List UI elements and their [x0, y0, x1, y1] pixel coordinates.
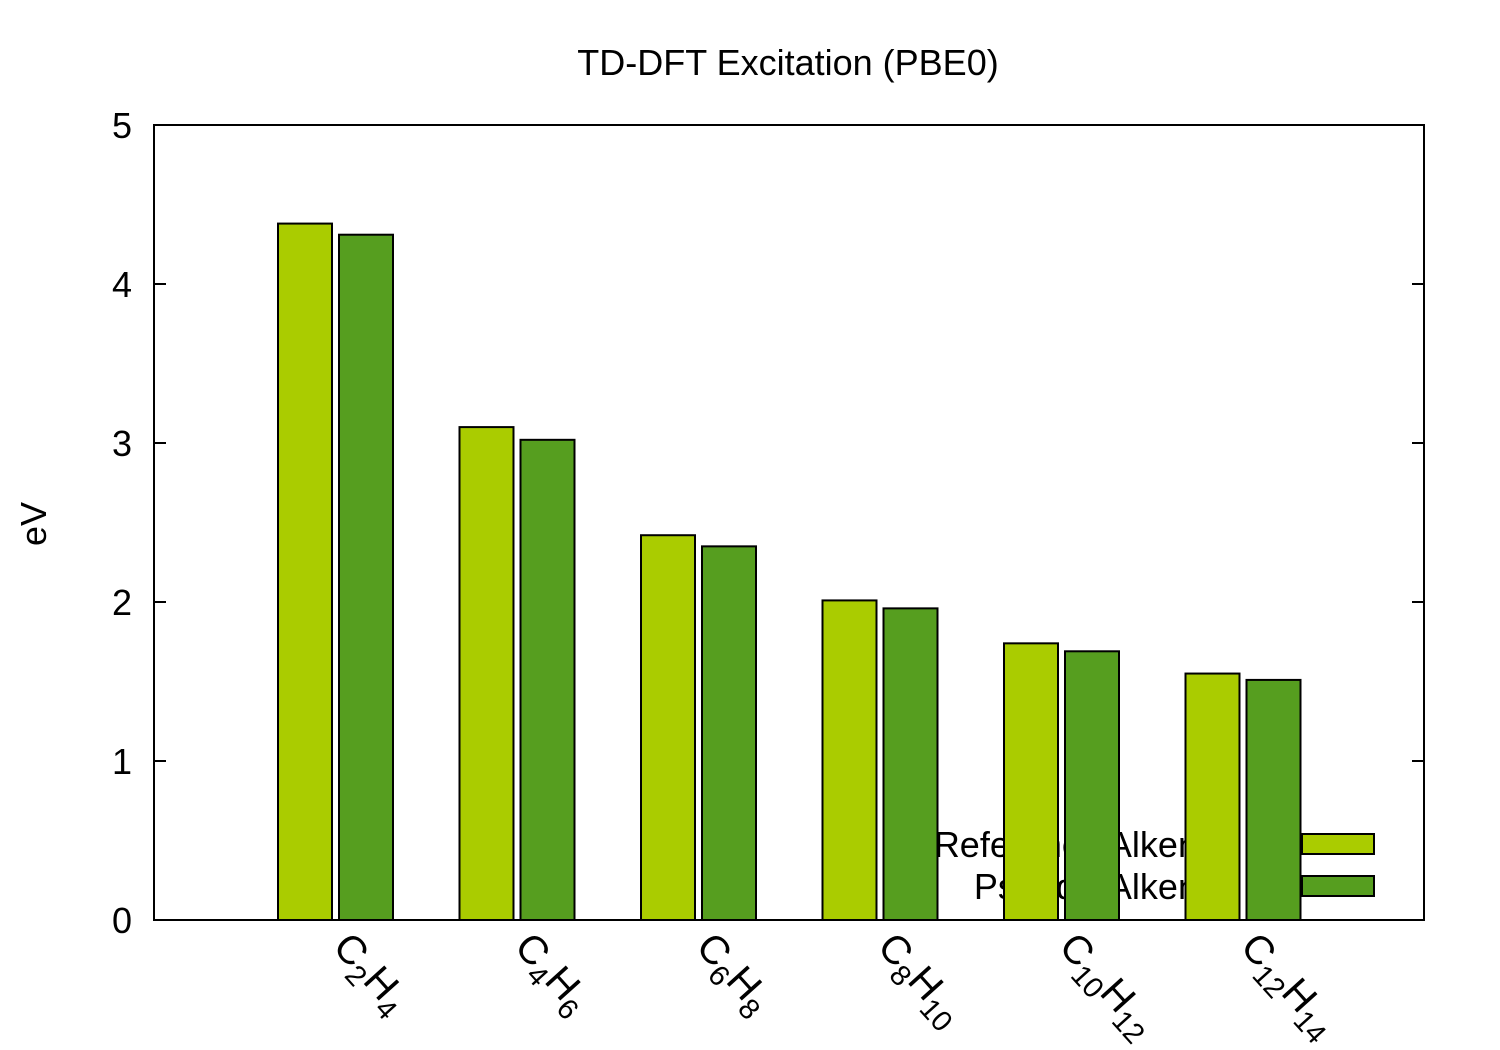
bar-pseudo	[882, 607, 939, 921]
bar-reference	[277, 222, 333, 921]
y-tick-label: 3	[112, 423, 132, 464]
bar-pseudo	[1064, 650, 1120, 921]
bar-pseudo	[1245, 678, 1302, 921]
x-tick-label: C6H8	[682, 925, 781, 1027]
bar-pseudo	[701, 545, 757, 921]
chart-title: TD-DFT Excitation (PBE0)	[577, 42, 998, 83]
y-tick-label: 4	[112, 264, 132, 305]
legend-swatch	[1301, 875, 1375, 897]
y-tick-label: 2	[112, 582, 132, 623]
x-tick-label: C12H14	[1226, 925, 1346, 1050]
bar-reference	[1184, 672, 1241, 921]
x-tick-label: C10H12	[1045, 925, 1165, 1050]
bars	[277, 222, 1302, 922]
y-tick-label: 5	[112, 105, 132, 146]
y-axis-label: eV	[13, 502, 54, 546]
legend: Reference AlkenesPseudo-Alkenes	[934, 824, 1375, 907]
y-tick-label: 0	[112, 900, 132, 941]
bar-reference	[458, 426, 515, 921]
bar-pseudo	[519, 438, 576, 921]
bar-reference	[821, 599, 878, 921]
y-tick-label: 1	[112, 741, 132, 782]
x-tick-label: C4H6	[500, 925, 599, 1027]
bar-reference	[640, 534, 696, 921]
bar-pseudo	[338, 233, 394, 921]
plot-frame	[153, 124, 1425, 921]
legend-swatch	[1301, 833, 1375, 855]
bar-reference	[1003, 642, 1059, 922]
x-tick-label: C2H4	[319, 925, 418, 1027]
x-tick-label: C8H10	[863, 925, 973, 1039]
y-axis-ticks: 0 1 2 3 4 5	[112, 105, 1424, 941]
x-axis-tick-labels: C2H4 C4H6 C6H8 C8H10 C10H12 C12H14	[319, 925, 1346, 1050]
